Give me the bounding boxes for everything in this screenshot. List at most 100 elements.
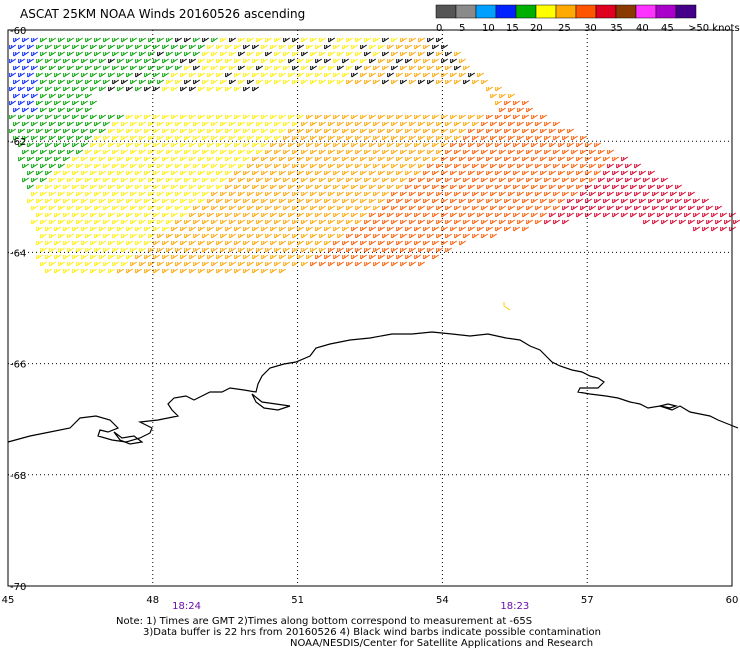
- wind-barb: [568, 199, 574, 203]
- wind-barb: [140, 150, 146, 154]
- wind-barb: [595, 171, 601, 175]
- wind-barb: [10, 73, 16, 77]
- wind-barb: [145, 129, 151, 133]
- wind-barb: [338, 262, 344, 266]
- wind-barb: [244, 171, 250, 175]
- wind-barb: [451, 59, 457, 63]
- wind-barb: [221, 80, 227, 84]
- wind-barb: [149, 192, 155, 196]
- wind-barb: [644, 192, 650, 196]
- wind-barb: [28, 101, 34, 105]
- wind-barb: [77, 220, 83, 224]
- wind-barb: [199, 269, 205, 273]
- wind-barb: [505, 115, 511, 119]
- wind-barb: [113, 178, 119, 182]
- wind-barb: [127, 115, 133, 119]
- wind-barb: [136, 269, 142, 273]
- wind-barb: [401, 80, 407, 84]
- wind-barb: [401, 248, 407, 252]
- wind-barb: [428, 122, 434, 126]
- wind-barb: [46, 213, 52, 217]
- legend-label: 40: [636, 23, 649, 34]
- wind-barb: [32, 38, 38, 42]
- wind-barb: [95, 38, 101, 42]
- legend-label: 35: [610, 23, 623, 34]
- wind-barb: [622, 171, 628, 175]
- wind-barb: [473, 192, 479, 196]
- wind-barb: [163, 73, 169, 77]
- wind-barb: [343, 157, 349, 161]
- wind-barb: [406, 157, 412, 161]
- wind-barb: [415, 241, 421, 245]
- wind-barb: [145, 45, 151, 49]
- wind-barb: [631, 185, 637, 189]
- wind-barb: [437, 206, 443, 210]
- wind-barb: [415, 157, 421, 161]
- wind-barb: [194, 178, 200, 182]
- wind-barb: [167, 192, 173, 196]
- wind-barb: [64, 213, 70, 217]
- wind-barb: [640, 171, 646, 175]
- wind-barb: [181, 269, 187, 273]
- wind-barb: [122, 66, 128, 70]
- wind-barb: [239, 80, 245, 84]
- wind-barb: [487, 157, 493, 161]
- wind-barb: [491, 220, 497, 224]
- wind-barb: [446, 66, 452, 70]
- wind-barb: [86, 192, 92, 196]
- wind-barb: [586, 143, 592, 147]
- wind-barb: [275, 52, 281, 56]
- wind-barb: [91, 199, 97, 203]
- wind-barb: [374, 164, 380, 168]
- wind-barb: [176, 206, 182, 210]
- wind-barb: [316, 45, 322, 49]
- wind-barb: [73, 101, 79, 105]
- wind-barb: [95, 262, 101, 266]
- wind-barb: [415, 199, 421, 203]
- wind-barb: [370, 199, 376, 203]
- wind-barb: [433, 171, 439, 175]
- wind-barb: [257, 248, 263, 252]
- wind-barb: [109, 129, 115, 133]
- wind-barb: [428, 150, 434, 154]
- wind-barb: [59, 220, 65, 224]
- wind-barb: [208, 157, 214, 161]
- wind-barb: [379, 171, 385, 175]
- wind-barb: [491, 136, 497, 140]
- wind-barb: [127, 157, 133, 161]
- wind-barb: [361, 255, 367, 259]
- wind-barb: [253, 73, 259, 77]
- wind-barb: [55, 143, 61, 147]
- wind-barb: [464, 150, 470, 154]
- wind-barb: [374, 220, 380, 224]
- wind-barb: [608, 150, 614, 154]
- wind-barb: [311, 206, 317, 210]
- wind-barb: [635, 206, 641, 210]
- wind-barb: [199, 115, 205, 119]
- wind-barb: [158, 234, 164, 238]
- wind-barb: [28, 45, 34, 49]
- wind-barb: [275, 66, 281, 70]
- wind-barb: [86, 136, 92, 140]
- wind-barb: [464, 136, 470, 140]
- wind-barb: [626, 192, 632, 196]
- wind-barb: [338, 220, 344, 224]
- wind-barb: [365, 234, 371, 238]
- wind-barb: [244, 115, 250, 119]
- wind-barb: [140, 122, 146, 126]
- wind-barb: [145, 185, 151, 189]
- wind-barb: [14, 94, 20, 98]
- wind-barb: [388, 185, 394, 189]
- wind-barb: [82, 199, 88, 203]
- wind-barb: [212, 164, 218, 168]
- wind-barb: [50, 248, 56, 252]
- wind-barb: [140, 164, 146, 168]
- wind-barb: [253, 213, 259, 217]
- wind-barb: [428, 192, 434, 196]
- wind-barb: [104, 234, 110, 238]
- wind-barb: [311, 262, 317, 266]
- wind-barb: [257, 38, 263, 42]
- wind-barb: [64, 59, 70, 63]
- wind-barb: [545, 178, 551, 182]
- wind-barb: [208, 269, 214, 273]
